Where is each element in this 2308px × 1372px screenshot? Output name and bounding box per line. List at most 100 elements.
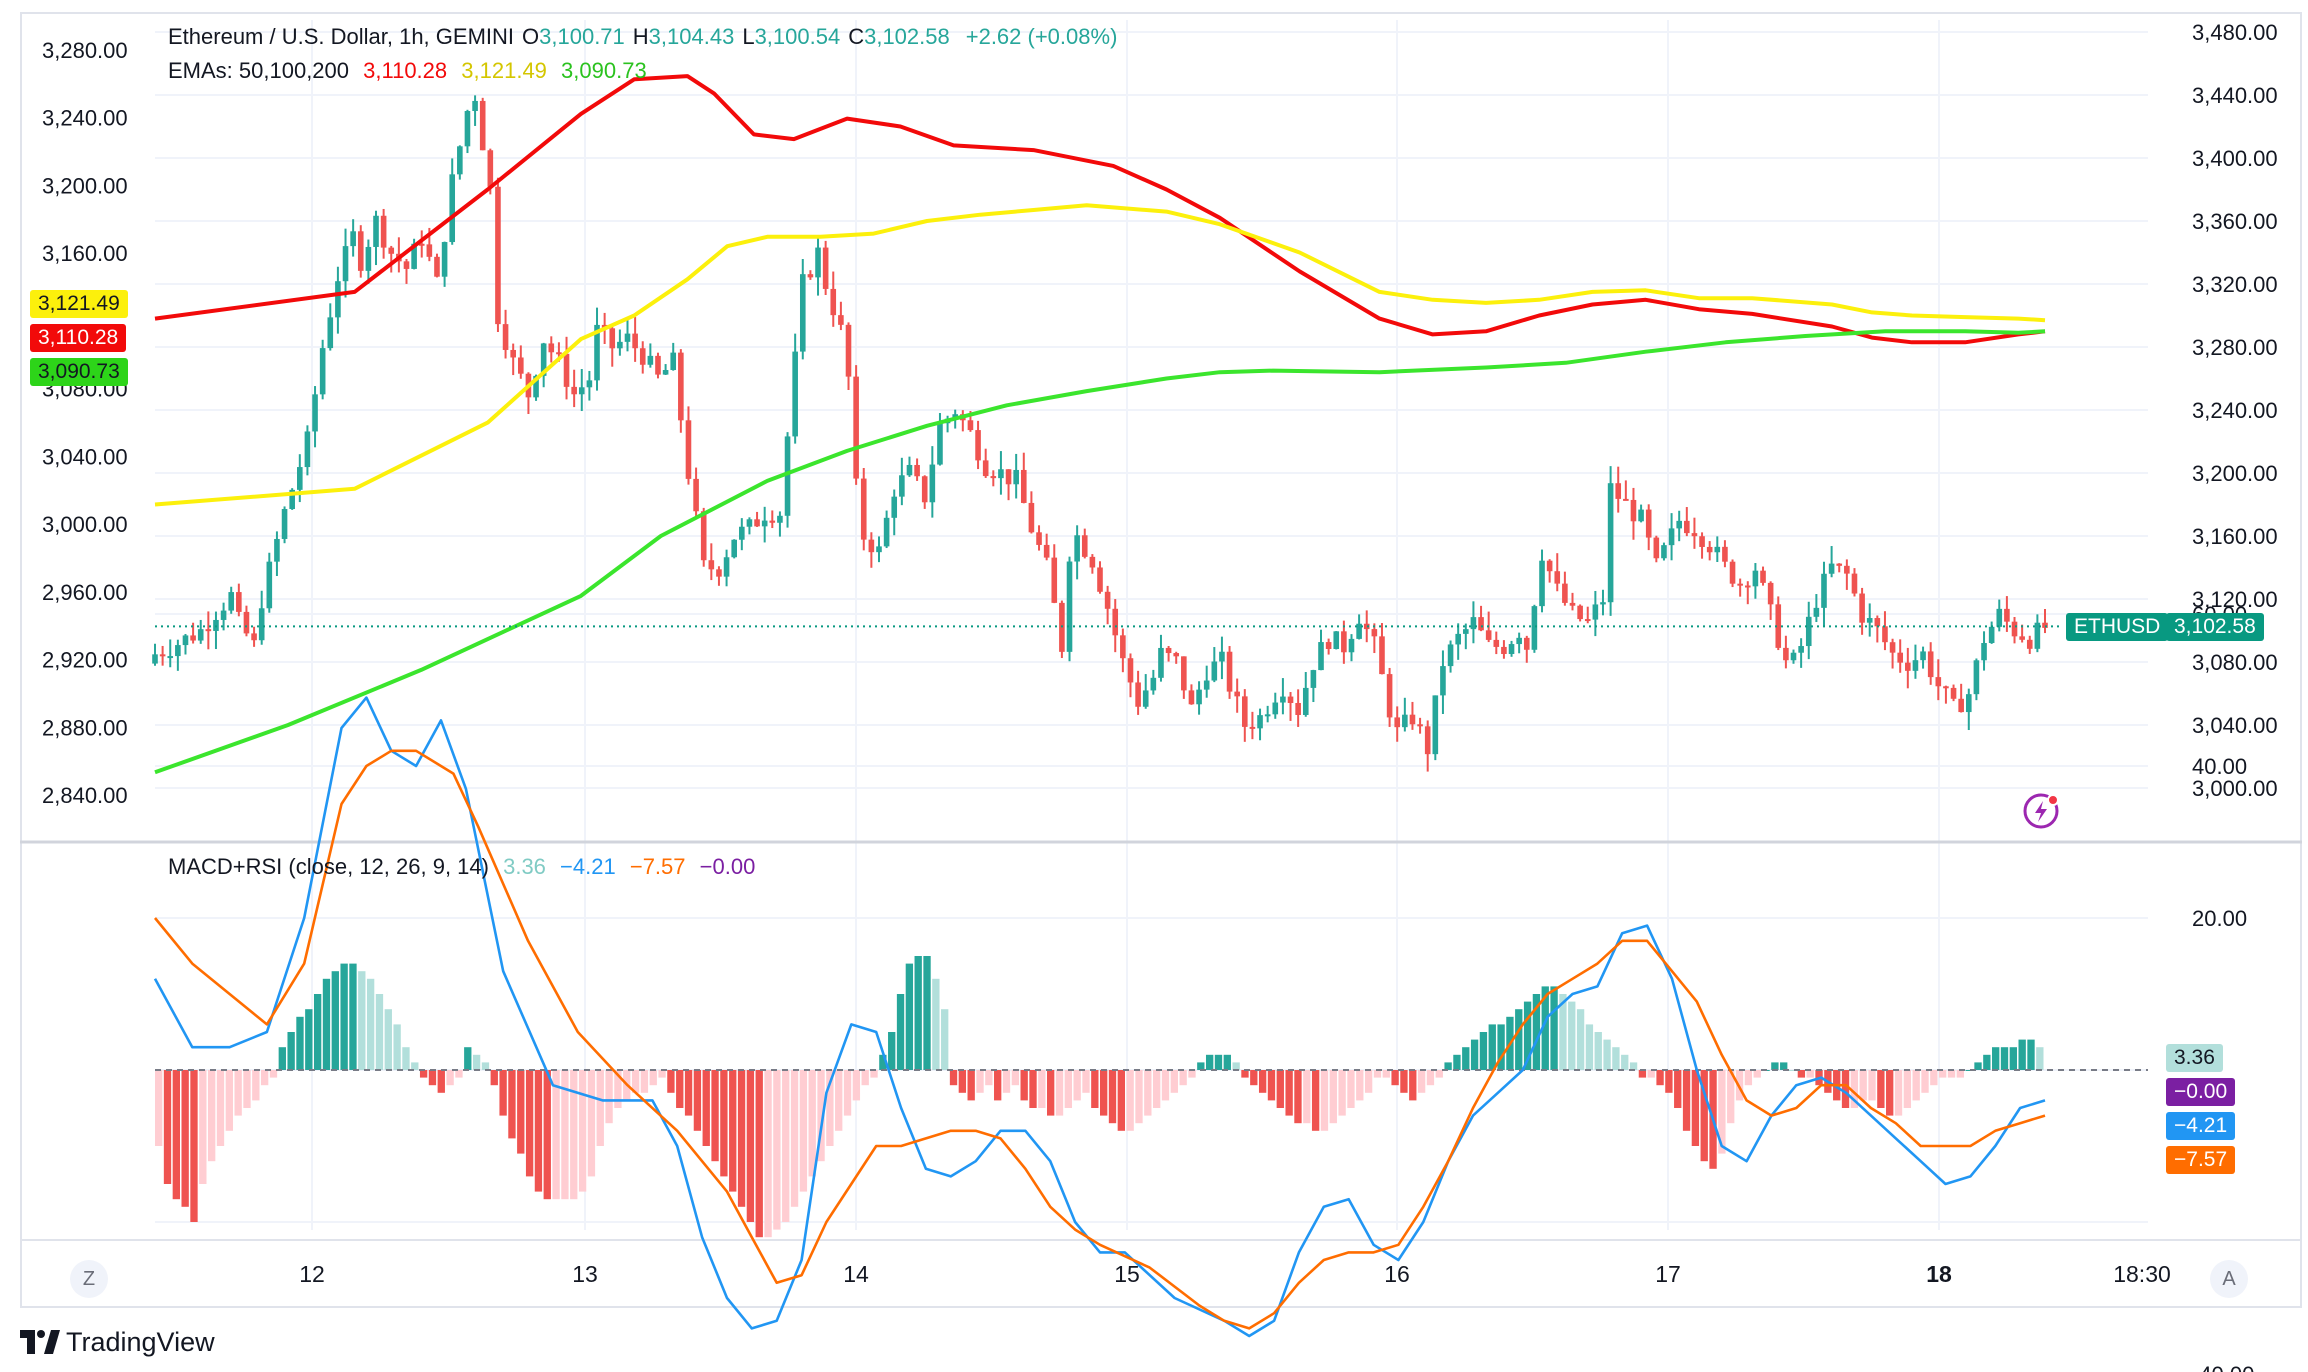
- candle-body: [289, 489, 295, 510]
- candle-body: [1973, 660, 1980, 695]
- left-axis-tick: 2,960.00: [42, 580, 128, 605]
- histogram-bar: [1347, 1070, 1355, 1108]
- candle-body: [1569, 602, 1576, 606]
- histogram-bar: [1426, 1070, 1435, 1086]
- histogram-bar: [1868, 1070, 1876, 1101]
- histogram-bar: [879, 1054, 887, 1070]
- zoom-mode-button[interactable]: Z: [70, 1260, 108, 1298]
- histogram-bar: [1638, 1070, 1647, 1078]
- candle-body: [1676, 520, 1682, 529]
- histogram-bar: [322, 978, 331, 1070]
- candle-body: [975, 430, 981, 461]
- histogram-bar: [852, 1070, 861, 1101]
- macd-label: MACD+RSI (close, 12, 26, 9, 14): [168, 854, 489, 879]
- candle-body: [1531, 606, 1538, 650]
- candle-body: [411, 243, 417, 269]
- macd-histogram: [155, 956, 2044, 1238]
- histogram-bar: [1091, 1070, 1099, 1108]
- candle-body: [1188, 690, 1195, 705]
- histogram-bar: [1338, 1070, 1346, 1116]
- candle-body: [1333, 631, 1340, 649]
- histogram-bar: [896, 994, 905, 1070]
- candle-body: [1226, 651, 1233, 692]
- time-axis-tick: 13: [572, 1261, 598, 1287]
- candle-body: [441, 242, 448, 277]
- candle-body: [1447, 644, 1454, 667]
- histogram-bar: [2009, 1047, 2018, 1070]
- histogram-bar: [1894, 1070, 1903, 1116]
- candle-body: [655, 355, 661, 375]
- ohlc-key: O: [522, 24, 540, 49]
- candle-body: [1219, 651, 1225, 662]
- candle-body: [1965, 694, 1972, 713]
- histogram-bar: [1453, 1054, 1461, 1070]
- auto-scale-button[interactable]: A: [2210, 1260, 2248, 1298]
- histogram-bar: [817, 1070, 825, 1162]
- histogram-bar: [1947, 1070, 1956, 1078]
- histogram-bar: [199, 1070, 207, 1184]
- macd-line: [153, 696, 2046, 1338]
- candle-body: [1493, 639, 1500, 647]
- candle-body: [1234, 691, 1240, 697]
- candle-body: [1508, 644, 1515, 654]
- histogram-bar: [1311, 1070, 1320, 1131]
- brand-name: TradingView: [66, 1326, 215, 1357]
- ema50-badge: 3,110.28: [30, 324, 127, 352]
- ema100-value: 3,121.49: [461, 58, 547, 83]
- histogram-bar: [1126, 1070, 1134, 1131]
- histogram-bar: [1656, 1070, 1664, 1086]
- candle-body: [1501, 646, 1507, 654]
- ema100-badge: 3,121.49: [30, 290, 128, 318]
- candle-body: [304, 431, 311, 468]
- candle-body: [754, 519, 760, 527]
- candle-body: [365, 246, 372, 271]
- candle-body: [1691, 533, 1698, 537]
- histogram-bar: [1974, 1062, 1982, 1070]
- histogram-bar: [1364, 1070, 1373, 1093]
- candle-body: [799, 274, 806, 352]
- candle-body: [1257, 715, 1263, 729]
- histogram-bar: [1647, 1070, 1655, 1078]
- histogram-bar: [1462, 1047, 1470, 1070]
- histogram-bar: [640, 1070, 649, 1093]
- candle-body: [502, 324, 509, 350]
- histogram-bar: [437, 1070, 445, 1093]
- candle-body: [510, 349, 516, 358]
- right-axis-tick: 3,480.00: [2192, 20, 2278, 45]
- candle-body: [792, 351, 798, 437]
- candle-body: [2034, 622, 2041, 649]
- histogram-bar: [1665, 1070, 1673, 1093]
- hist-value: 3.36: [503, 854, 546, 879]
- candle-body: [1523, 637, 1530, 650]
- histogram-bar: [287, 1032, 295, 1070]
- macd-axis-tick: -40.00: [2192, 1362, 2254, 1372]
- histogram-bar: [1117, 1070, 1125, 1131]
- ohlc-key: C: [848, 24, 865, 49]
- histogram-bar: [1479, 1032, 1488, 1070]
- lightning-icon[interactable]: [2022, 792, 2060, 830]
- histogram-bar: [737, 1070, 746, 1207]
- signal-line: [153, 749, 2046, 1330]
- candle-body: [1241, 696, 1248, 727]
- candle-body: [1684, 520, 1690, 534]
- histogram-bar: [932, 978, 940, 1070]
- candle-body: [594, 324, 600, 381]
- histogram-bar: [1992, 1047, 2000, 1070]
- candle-body: [540, 343, 547, 376]
- candle-body: [777, 515, 783, 523]
- candle-body: [1074, 535, 1080, 562]
- candle-body: [1844, 565, 1850, 574]
- candle-body: [853, 376, 859, 479]
- candle-body: [632, 333, 638, 349]
- histogram-bar: [446, 1070, 454, 1086]
- tradingview-logo[interactable]: TradingView: [20, 1322, 215, 1362]
- histogram-bar: [1073, 1070, 1081, 1101]
- right-axis-tick: 3,120.00: [2192, 587, 2278, 612]
- candle-body: [1417, 724, 1423, 727]
- histogram-bar: [658, 1070, 666, 1078]
- histogram-bar: [181, 1070, 189, 1207]
- histogram-bar: [1497, 1024, 1505, 1070]
- histogram-bar: [1329, 1070, 1337, 1124]
- candle-body: [533, 375, 539, 398]
